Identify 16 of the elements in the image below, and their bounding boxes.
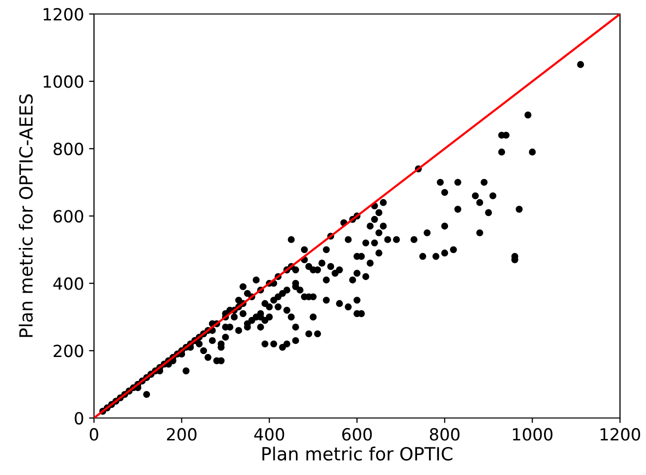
y-tick-label: 400 bbox=[53, 277, 84, 290]
x-tick-label: 800 bbox=[430, 428, 460, 441]
x-tick-label: 1000 bbox=[512, 428, 552, 441]
y-tick-label: 1000 bbox=[44, 75, 84, 88]
x-tick-label: 1200 bbox=[600, 428, 640, 441]
x-tick-label: 400 bbox=[254, 428, 284, 441]
x-tick-label: 200 bbox=[166, 428, 196, 441]
x-tick-label: 600 bbox=[342, 428, 372, 441]
y-tick-label: 0 bbox=[74, 412, 84, 425]
x-tick-label: 0 bbox=[90, 428, 98, 441]
y-axis-title: Plan metric for OPTIC-AEES bbox=[18, 94, 33, 337]
y-tick-label: 1200 bbox=[44, 8, 84, 21]
x-axis-title: Plan metric for OPTIC bbox=[262, 446, 452, 461]
y-tick-label: 200 bbox=[54, 344, 84, 358]
y-tick-label: 800 bbox=[54, 142, 84, 156]
y-tick-label: 600 bbox=[54, 210, 84, 223]
